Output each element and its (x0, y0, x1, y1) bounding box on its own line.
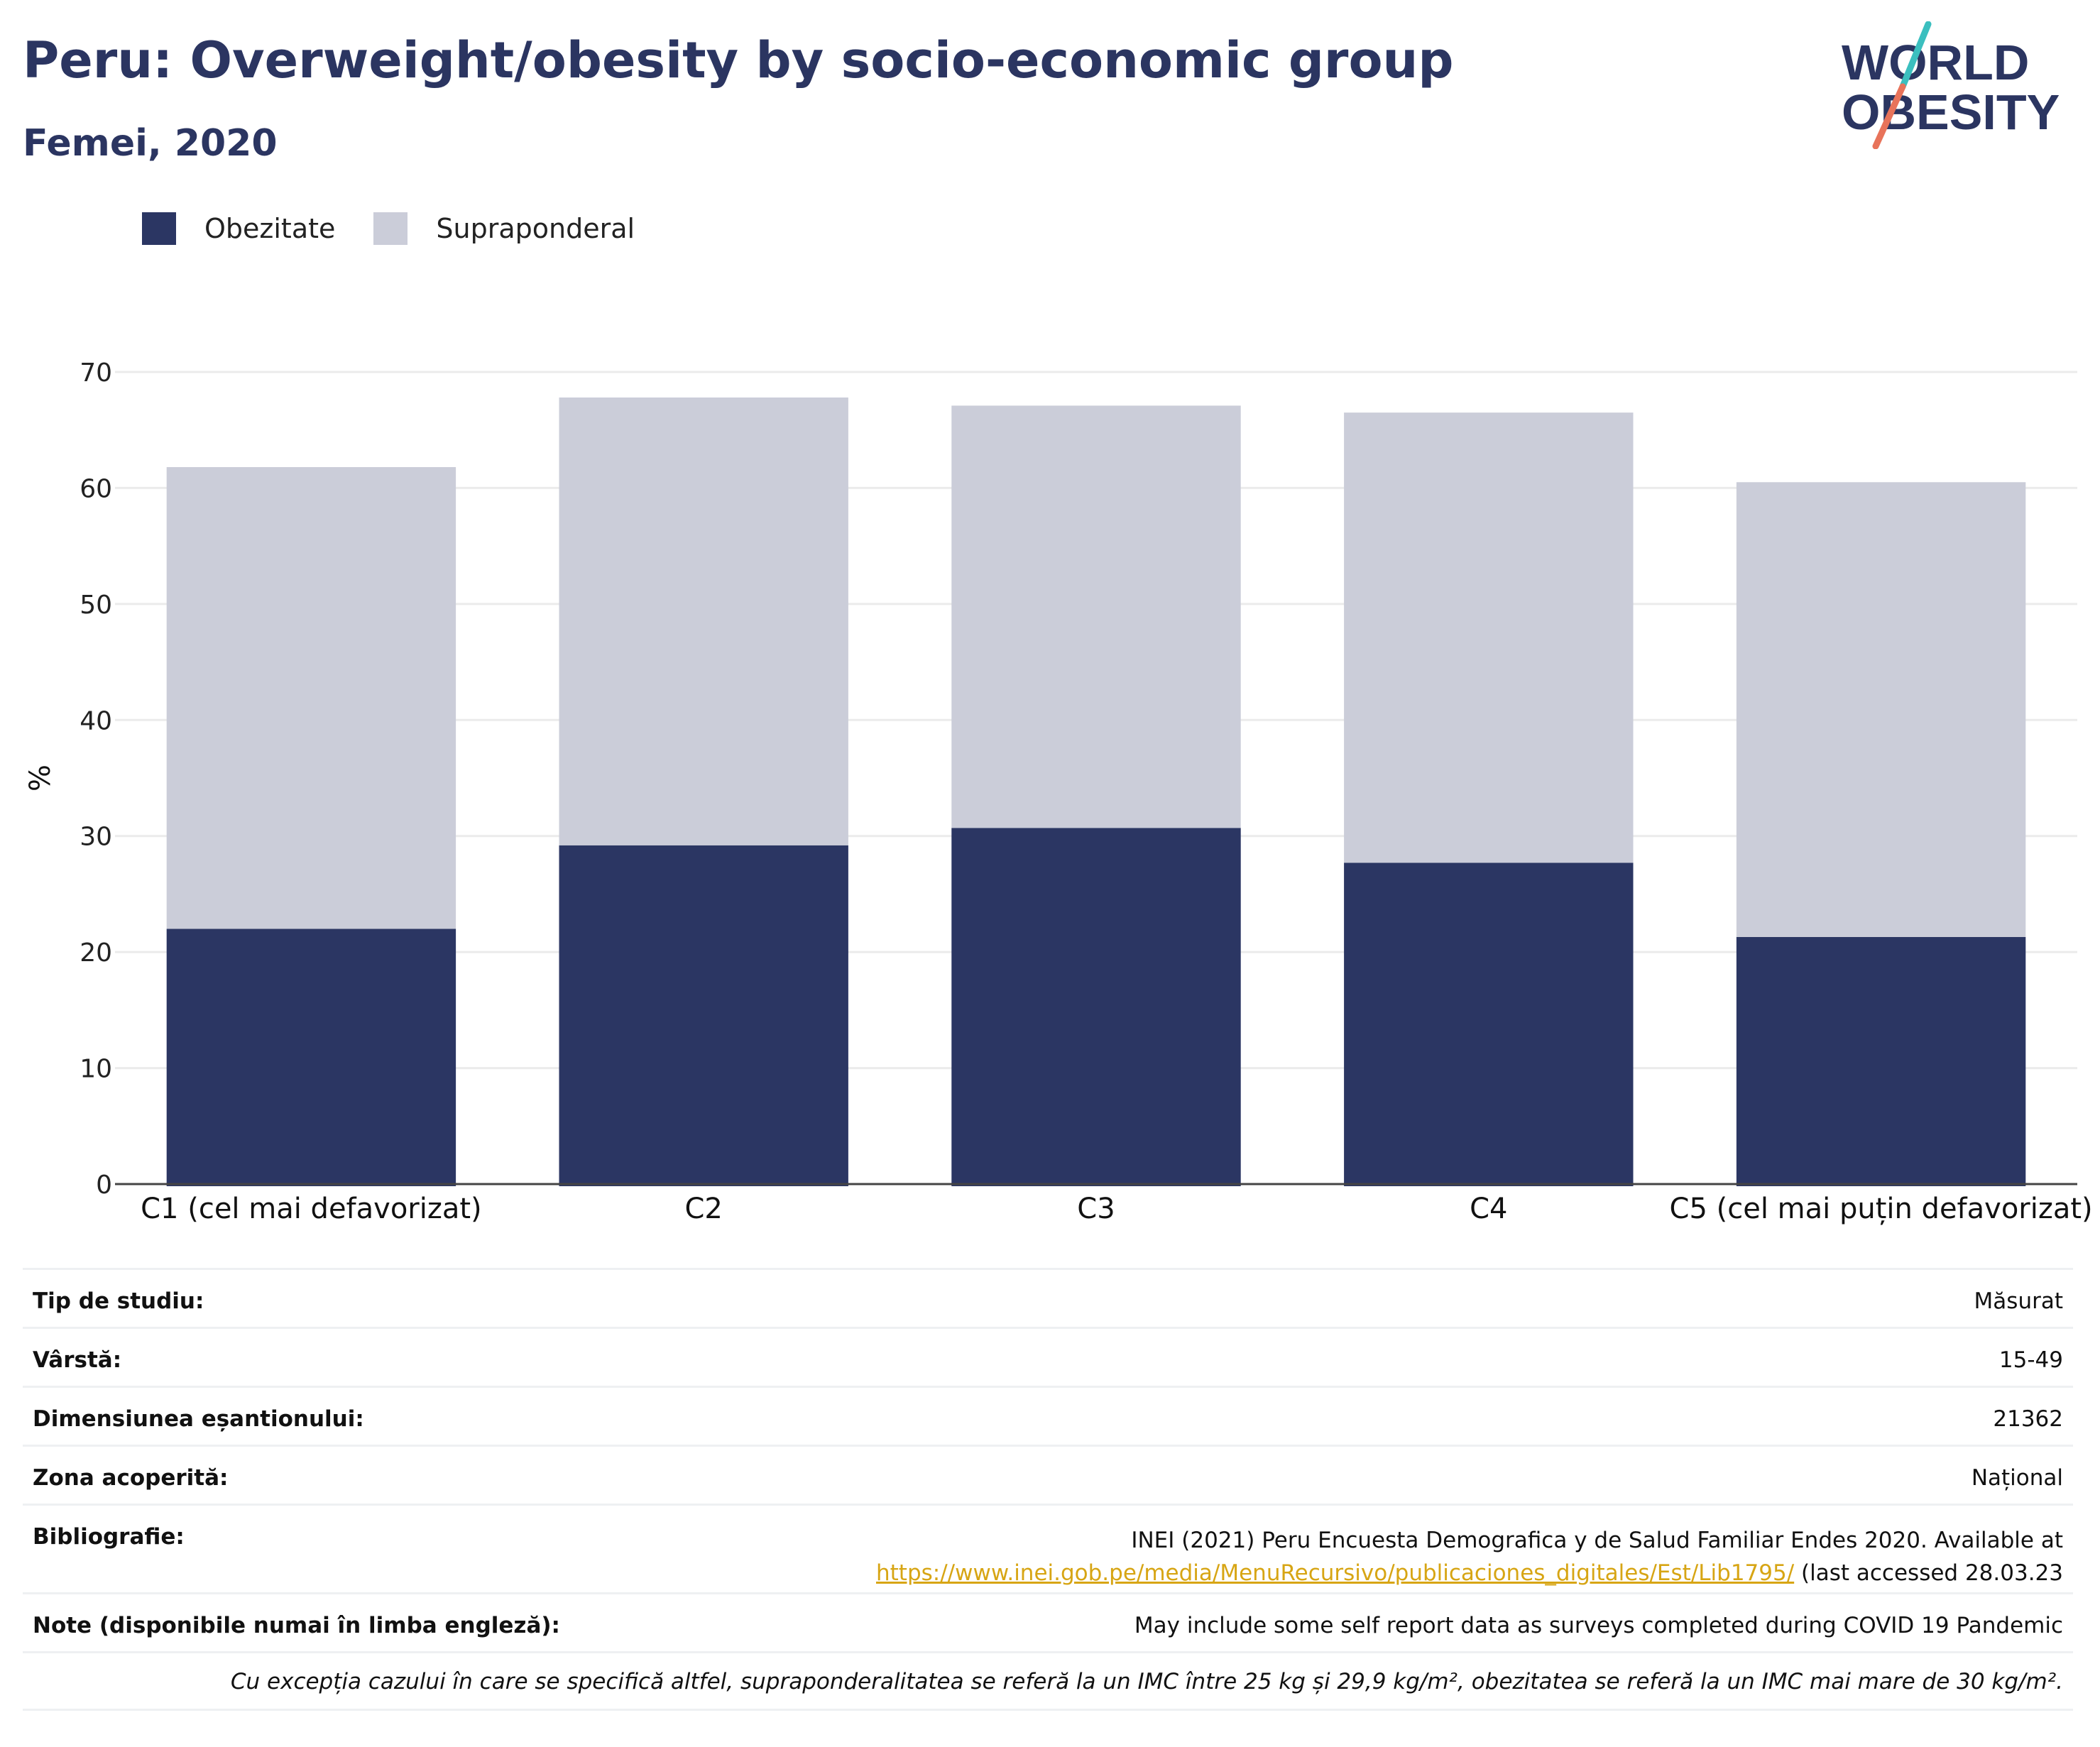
logo-line1: WORLD (1842, 35, 2029, 90)
bar-chart: 0 10 20 30 40 50 60 70 C1 (cel mai defavorizat) C… (24, 358, 2093, 1225)
study-info-table: Tip de studiu: Măsurat Vârstă: 15-49 Dim… (23, 1268, 2073, 1711)
axes: 0 10 20 30 40 50 60 70 C1 (cel mai defavorizat) C… (24, 358, 2093, 1225)
bar-supraponderal-4 (1344, 412, 1634, 863)
x-tick-label-c3: C3 (1077, 1193, 1115, 1225)
logo-line2: OBESITY (1842, 84, 2060, 140)
bar-obezitate-3 (951, 828, 1241, 1186)
bibliography-access-note: (last accessed 28.03.23 (1794, 1560, 2063, 1586)
info-value: Măsurat (1974, 1288, 2063, 1314)
y-tick-label-50: 50 (80, 591, 112, 620)
legend-label-supraponderal: Supraponderal (436, 213, 635, 244)
info-label: Vârstă: (33, 1347, 122, 1373)
footnote: Cu excepția cazului în care se specifică… (23, 1651, 2073, 1711)
bar-obezitate-1 (166, 929, 456, 1186)
info-label: Note (disponibile numai în limba engleză… (33, 1613, 560, 1638)
info-row-bibliography: Bibliografie: INEI (2021) Peru Encuesta … (23, 1504, 2073, 1592)
legend-swatch-supraponderal (373, 212, 408, 245)
y-tick-label-10: 10 (80, 1055, 112, 1084)
y-tick-label-60: 60 (80, 474, 112, 503)
bar-supraponderal-2 (559, 397, 848, 845)
info-row-age: Vârstă: 15-49 (23, 1327, 2073, 1386)
chart-title: Peru: Overweight/obesity by socio-econom… (23, 31, 1454, 89)
y-axis-label: % (24, 765, 57, 792)
world-obesity-logo: WORLD OBESITY (1842, 21, 2060, 149)
legend-item-obezitate: Obezitate (142, 212, 335, 245)
bar-supraponderal-1 (166, 467, 456, 929)
info-row-study-type: Tip de studiu: Măsurat (23, 1268, 2073, 1327)
info-label: Bibliografie: (33, 1524, 185, 1550)
info-row-sample-size: Dimensiunea eșantionului: 21362 (23, 1386, 2073, 1445)
bibliography-line1: INEI (2021) Peru Encuesta Demografica y … (1131, 1528, 2063, 1553)
y-tick-label-20: 20 (80, 938, 112, 968)
legend-item-supraponderal: Supraponderal (373, 212, 635, 245)
info-label: Zona acoperită: (33, 1465, 229, 1491)
y-tick-label-0: 0 (96, 1171, 112, 1200)
x-tick-label-c5: C5 (cel mai puțin defavorizat) (1670, 1193, 2093, 1225)
info-label: Dimensiunea eșantionului: (33, 1406, 364, 1432)
bibliography-text: INEI (2021) Peru Encuesta Demografica y … (876, 1524, 2063, 1589)
bar-supraponderal-5 (1736, 482, 2026, 937)
info-row-note: Note (disponibile numai în limba engleză… (23, 1592, 2073, 1651)
legend-swatch-obezitate (142, 212, 176, 245)
legend-label-obezitate: Obezitate (204, 213, 336, 244)
chart-legend: Obezitate Supraponderal (142, 210, 673, 247)
y-tick-label-70: 70 (80, 358, 112, 388)
bar-obezitate-2 (559, 845, 848, 1186)
info-value: May include some self report data as sur… (1134, 1613, 2063, 1638)
y-tick-label-40: 40 (80, 706, 112, 735)
x-tick-label-c1: C1 (cel mai defavorizat) (141, 1193, 482, 1225)
bar-supraponderal-3 (951, 405, 1241, 828)
info-row-coverage: Zona acoperită: Național (23, 1445, 2073, 1504)
x-tick-label-c4: C4 (1470, 1193, 1507, 1225)
info-value: Național (1971, 1465, 2063, 1491)
info-value: 21362 (1993, 1406, 2063, 1432)
bibliography-link[interactable]: https://www.inei.gob.pe/media/MenuRecurs… (876, 1560, 1795, 1586)
y-tick-label-30: 30 (80, 823, 112, 852)
bars (166, 397, 2026, 1186)
bar-obezitate-5 (1736, 936, 2026, 1186)
bar-obezitate-4 (1344, 862, 1634, 1186)
chart-subtitle: Femei, 2020 (23, 122, 278, 165)
info-label: Tip de studiu: (33, 1288, 204, 1314)
info-value: 15-49 (1998, 1347, 2063, 1373)
x-tick-label-c2: C2 (685, 1193, 723, 1225)
logo-slash-bottom (1872, 83, 1906, 149)
logo-slash-top (1899, 21, 1932, 90)
